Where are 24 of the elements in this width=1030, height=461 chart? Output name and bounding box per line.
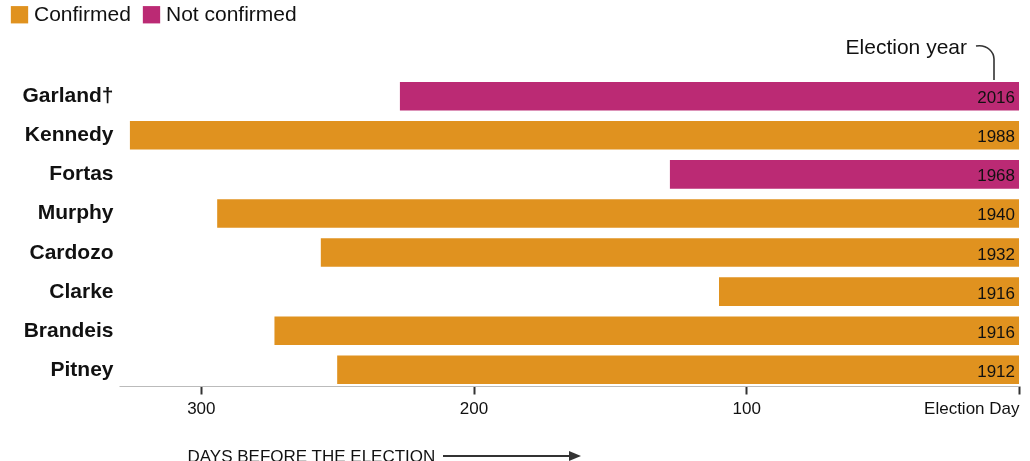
x-axis-title: DAYS BEFORE THE ELECTION <box>187 446 436 461</box>
y-tick-label: Clarke <box>49 278 114 302</box>
x-tick-label: 300 <box>187 398 216 418</box>
legend-label: Not confirmed <box>166 1 297 25</box>
annotation: 1988 <box>977 127 1015 147</box>
annotation: 1940 <box>977 205 1015 225</box>
y-tick-label: Fortas <box>49 161 114 185</box>
annotation: 1916 <box>977 322 1015 342</box>
legend-label: Confirmed <box>34 1 131 25</box>
y-tick-label: Garland† <box>22 83 114 107</box>
annotation: 1932 <box>977 244 1015 264</box>
x-tick-label: 100 <box>732 398 761 418</box>
annotation: 1916 <box>977 283 1015 303</box>
y-tick-label: Cardozo <box>29 239 114 263</box>
annotation: 1912 <box>977 361 1015 381</box>
y-tick-label: Brandeis <box>23 317 114 341</box>
y-tick-label: Murphy <box>37 200 114 224</box>
x-tick-label: Election Day <box>924 398 1020 418</box>
y-tick-label: Pitney <box>50 356 114 380</box>
annotation: 1968 <box>977 166 1015 186</box>
y-tick-label: Kennedy <box>24 122 114 146</box>
x-tick-label: 200 <box>459 398 489 418</box>
text: Election year <box>845 35 967 58</box>
annotation: 2016 <box>977 88 1015 108</box>
